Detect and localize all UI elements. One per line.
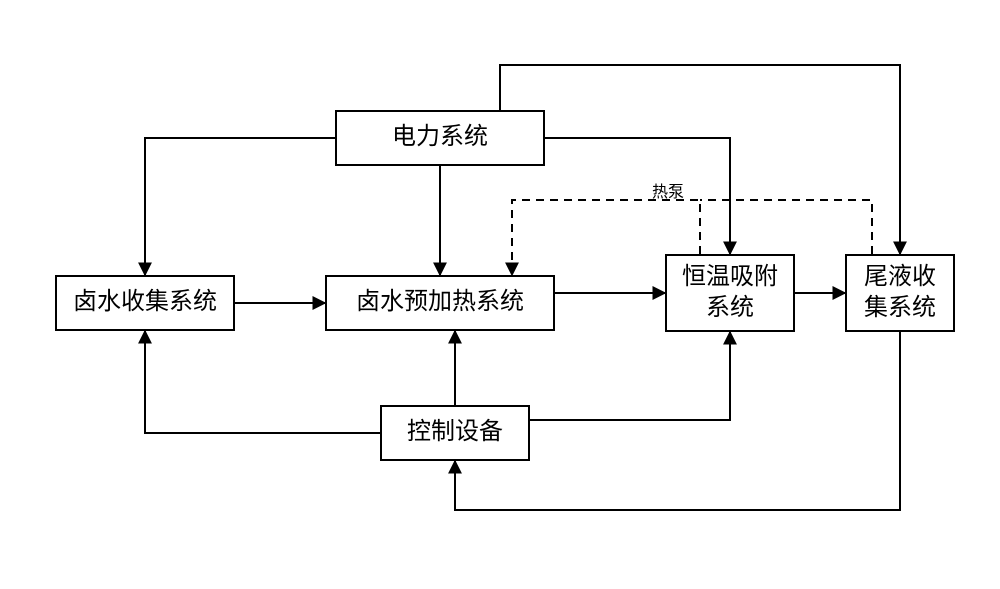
diagram-canvas: 电力系统 卤水收集系统 卤水预加热系统 恒温吸附系统 尾液收集系统 控制设备 热… <box>0 0 1000 589</box>
node-brine: 卤水收集系统 <box>55 275 235 331</box>
node-tail-label: 尾液收集系统 <box>864 262 936 324</box>
node-adsorb-label: 恒温吸附系统 <box>682 262 778 324</box>
edge-pump-tail-to-preheat <box>700 200 872 254</box>
annotation-pump: 热泵 <box>652 178 684 202</box>
edge-control-to-brine <box>145 331 380 433</box>
node-preheat-label: 卤水预加热系统 <box>356 287 524 318</box>
edge-power-to-tail <box>500 65 900 254</box>
node-tail: 尾液收集系统 <box>845 254 955 332</box>
edge-power-to-adsorb <box>545 138 730 254</box>
node-power: 电力系统 <box>335 110 545 166</box>
node-control-label: 控制设备 <box>407 417 503 448</box>
node-control: 控制设备 <box>380 405 530 461</box>
edge-control-to-adsorb <box>530 332 730 420</box>
node-preheat: 卤水预加热系统 <box>325 275 555 331</box>
annotation-pump-text: 热泵 <box>652 184 684 201</box>
node-adsorb: 恒温吸附系统 <box>665 254 795 332</box>
edge-power-to-brine <box>145 138 335 275</box>
node-power-label: 电力系统 <box>392 122 488 153</box>
node-brine-label: 卤水收集系统 <box>73 287 217 318</box>
